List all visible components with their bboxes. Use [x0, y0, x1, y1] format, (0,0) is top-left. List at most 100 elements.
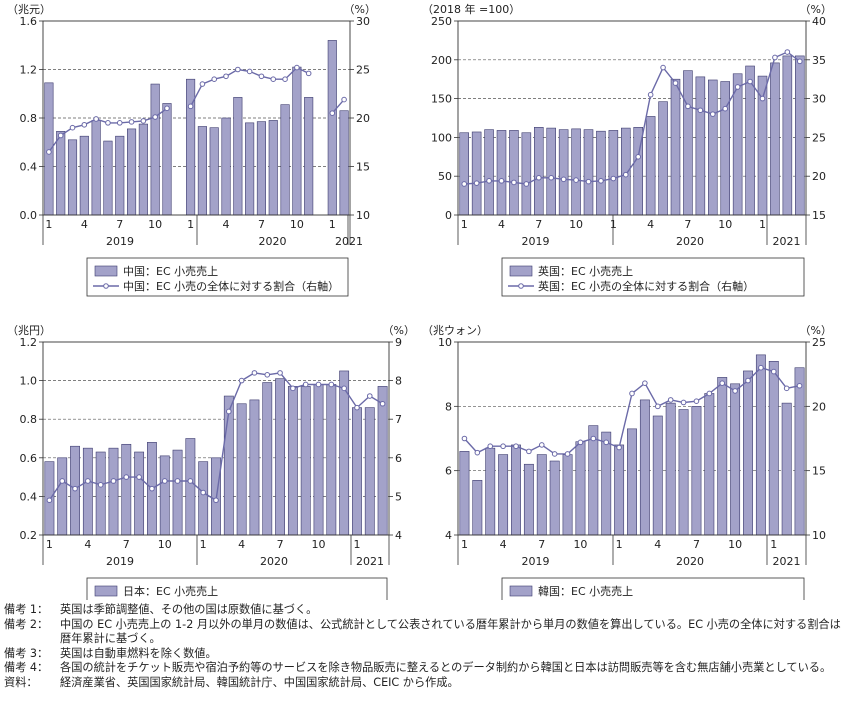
bar [185, 438, 196, 536]
bar [485, 447, 496, 536]
bar [575, 441, 586, 536]
line-marker [722, 105, 729, 112]
bar [82, 447, 93, 536]
month-tick-label: 1 [616, 538, 623, 551]
note-4-text: 各国の統計をチケット販売や宿泊予約等のサービスを除き物品販売に整えるとのデータ制… [60, 661, 832, 675]
bar [280, 104, 290, 216]
month-tick-label: 1 [329, 218, 336, 231]
month-tick-label: 1 [46, 538, 53, 551]
month-tick-label: 7 [123, 538, 130, 551]
line-marker [560, 176, 567, 183]
left-tick-label: 0.8 [20, 413, 38, 426]
bar [695, 76, 706, 216]
bar [743, 370, 753, 536]
bar [275, 378, 285, 536]
bar [795, 55, 805, 216]
line-marker [622, 171, 629, 178]
left-tick-label: 100 [431, 131, 452, 144]
bar [326, 384, 337, 536]
year-label: 2020 [676, 235, 704, 248]
left-tick-label: 0 [445, 209, 452, 222]
month-tick-label: 10 [728, 538, 742, 551]
note-source-text: 経済産業省、英国国家統計局、韓国統計庁、中国国家統計局、CEIC から作成。 [60, 675, 459, 689]
left-tick-label: 0.2 [20, 529, 38, 542]
right-tick-label: 5 [395, 490, 402, 503]
bar [67, 139, 78, 216]
bar [683, 70, 693, 216]
month-tick-label: 1 [187, 218, 194, 231]
right-axis-unit: （%） [344, 3, 376, 16]
bar [794, 367, 805, 536]
line-marker [573, 177, 579, 183]
line-marker [747, 78, 753, 85]
line-marker [211, 76, 218, 82]
line-marker [187, 103, 194, 110]
bar [546, 127, 556, 216]
bar [245, 122, 255, 216]
line-marker [709, 111, 716, 117]
year-label: 2020 [676, 555, 704, 568]
bar [300, 386, 311, 536]
line-marker [85, 478, 91, 484]
line-marker [57, 132, 64, 139]
line-marker [277, 370, 283, 376]
line-marker [270, 76, 277, 82]
line-marker [93, 116, 99, 122]
left-axis-unit: （2018 年 =100） [422, 2, 520, 16]
plot-frame [457, 20, 807, 216]
year-label: 2019 [522, 235, 550, 248]
bar [691, 406, 702, 536]
bar [459, 132, 469, 216]
line-marker [745, 377, 751, 384]
legend-box [501, 257, 805, 297]
right-tick-label: 10 [812, 529, 826, 542]
month-tick-label: 10 [569, 218, 583, 231]
month-tick-label: 7 [684, 218, 691, 231]
month-tick-label: 7 [538, 538, 545, 551]
line-marker [603, 439, 610, 446]
bar [103, 140, 113, 216]
right-tick-label: 20 [812, 170, 826, 183]
line-marker [258, 73, 265, 80]
line-marker [511, 179, 517, 186]
left-tick-label: 200 [431, 54, 452, 67]
bar [95, 451, 106, 536]
bar [614, 444, 625, 536]
line-marker [226, 408, 232, 415]
bar [639, 399, 650, 536]
line-marker [685, 103, 691, 110]
legend-bar-label: 日本：EC 小売売上 [123, 584, 218, 598]
left-tick-label: 1.6 [20, 15, 38, 28]
bar [588, 425, 599, 536]
line-marker [660, 64, 666, 71]
line-marker [200, 489, 206, 496]
bar [645, 116, 656, 216]
right-axis-unit: （%） [800, 3, 832, 16]
line-marker [246, 68, 253, 75]
bar [79, 135, 89, 216]
bar [755, 354, 766, 536]
left-tick-label: 6 [445, 465, 452, 478]
note-2: 備考 2： 中国の EC 小売売上の 1-2 月以外の単月の数値は、公式統計とし… [4, 618, 844, 647]
legend-bar-swatch [94, 585, 118, 597]
line-marker [564, 451, 571, 457]
line-marker [498, 178, 505, 184]
month-tick-label: 10 [573, 538, 587, 551]
year-label: 2019 [522, 555, 550, 568]
bar [523, 463, 534, 536]
line-marker [251, 370, 258, 376]
line-marker [598, 178, 604, 184]
legend-line-label: 韓国：EC 小売の全体に対する割合（右軸） [538, 599, 754, 600]
bar [249, 399, 260, 536]
bar [484, 129, 494, 216]
line-marker [161, 478, 168, 484]
line-marker [680, 399, 687, 406]
right-tick-label: 15 [356, 161, 370, 174]
line-marker [46, 149, 52, 155]
bar [256, 121, 266, 216]
line-marker [759, 95, 766, 102]
right-tick-label: 20 [356, 112, 370, 125]
plot-frame [42, 341, 390, 536]
bar [159, 455, 170, 536]
